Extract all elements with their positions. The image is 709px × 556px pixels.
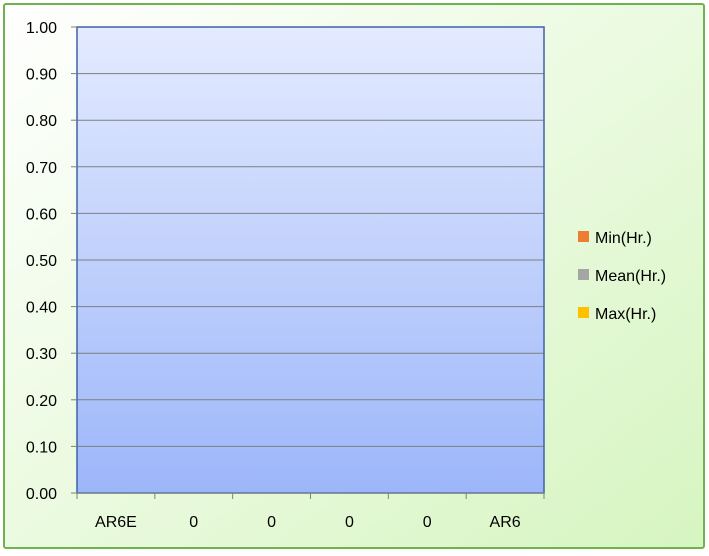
x-tick-label: 0: [345, 514, 354, 531]
legend-swatch: [578, 231, 589, 242]
y-tick-label: 0.30: [26, 346, 57, 363]
y-tick-label: 0.40: [26, 300, 57, 317]
y-tick-label: 0.10: [26, 439, 57, 456]
x-tick-label: 0: [423, 514, 432, 531]
legend-label: Max(Hr.): [595, 306, 656, 323]
legend-swatch: [578, 269, 589, 280]
x-tick-label: 0: [189, 514, 198, 531]
legend: Min(Hr.) Mean(Hr.) Max(Hr.): [578, 230, 666, 323]
legend-label: Mean(Hr.): [595, 268, 666, 285]
y-tick-label: 0.70: [26, 160, 57, 177]
y-tick-label: 0.50: [26, 253, 57, 270]
x-tick-label: 0: [267, 514, 276, 531]
x-tick-label: AR6: [490, 514, 521, 531]
x-tick-label: AR6E: [95, 514, 137, 531]
y-tick-label: 0.80: [26, 113, 57, 130]
legend-label: Min(Hr.): [595, 230, 652, 247]
y-tick-label: 0.20: [26, 393, 57, 410]
x-axis: AR6E 0 0 0 0 AR6: [76, 492, 545, 531]
y-tick-label: 0.90: [26, 67, 57, 84]
y-tick-label: 1.00: [26, 20, 57, 37]
y-axis-ticks: 0.00 0.10 0.20 0.30 0.40 0.50 0.60 0.70 0.80 0.90…: [26, 20, 77, 503]
y-tick-label: 0.60: [26, 206, 57, 223]
gridlines: [77, 73, 544, 447]
legend-swatch: [578, 307, 589, 318]
y-tick-label: 0.00: [26, 486, 57, 503]
